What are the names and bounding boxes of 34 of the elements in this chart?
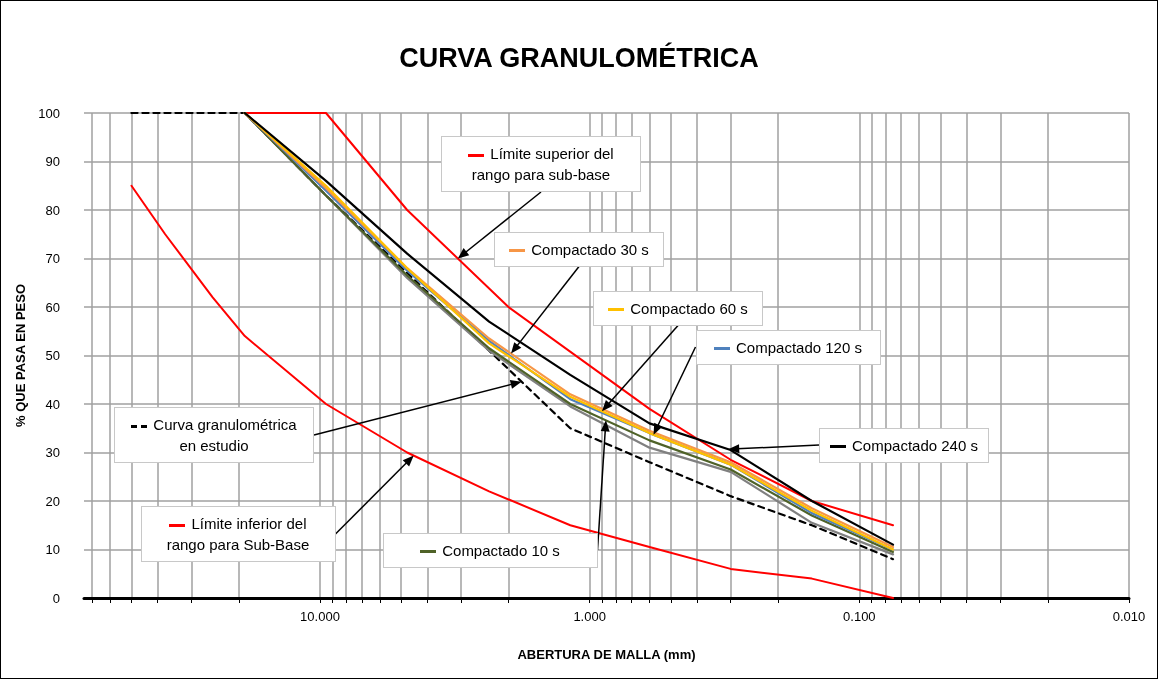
y-tick-label: 0 xyxy=(52,590,60,606)
x-tick-label: 0.100 xyxy=(843,609,876,624)
y-tick-label: 30 xyxy=(45,445,60,460)
y-tick-label: 60 xyxy=(45,299,60,315)
y-tick-label: 100 xyxy=(38,105,60,121)
y-tick-label: 90 xyxy=(45,154,60,169)
callout-box: Límite inferior del rango para Sub-Base xyxy=(140,506,336,562)
chart-title: CURVA GRANULOMÉTRICA xyxy=(399,41,759,73)
y-tick-label: 20 xyxy=(45,493,60,509)
x-tick-label: 1.000 xyxy=(573,609,606,624)
callout-box: Compactado 120 s xyxy=(695,329,881,365)
legend-label: Compactado 60 s xyxy=(630,299,748,317)
y-tick-label: 10 xyxy=(45,542,60,557)
callout-box: Compactado 240 s xyxy=(819,427,989,463)
x-axis-title: ABERTURA DE MALLA (mm) xyxy=(517,647,696,662)
callout-box: Compactado 60 s xyxy=(593,290,763,326)
legend-label: Compactado 120 s xyxy=(736,338,862,356)
callout-box: Compactado 10 s xyxy=(382,532,598,568)
y-tick-label: 80 xyxy=(45,202,60,218)
legend-label: Compactado 30 s xyxy=(531,240,649,258)
y-tick-label: 40 xyxy=(45,396,60,412)
legend-label: Límite inferior del rango para Sub-Base xyxy=(166,515,310,553)
legend-label: Límite superior del rango para sub-base xyxy=(471,145,614,183)
y-tick-label: 70 xyxy=(45,251,60,266)
y-axis-title: % QUE PASA EN PESO xyxy=(13,283,29,428)
y-tick-label: 50 xyxy=(45,348,60,363)
callout-box: Límite superior del rango para sub-base xyxy=(441,136,641,192)
legend-label: Compactado 240 s xyxy=(852,436,978,454)
x-tick-label: 10.000 xyxy=(300,609,340,624)
callout-box: Curva granulométrica en estudio xyxy=(114,407,314,463)
x-tick-label: 0.010 xyxy=(1112,609,1146,624)
legend-label: Curva granulométrica en estudio xyxy=(153,416,297,454)
legend-label: Compactado 10 s xyxy=(442,541,560,559)
callout-box: Compactado 30 s xyxy=(494,231,664,267)
